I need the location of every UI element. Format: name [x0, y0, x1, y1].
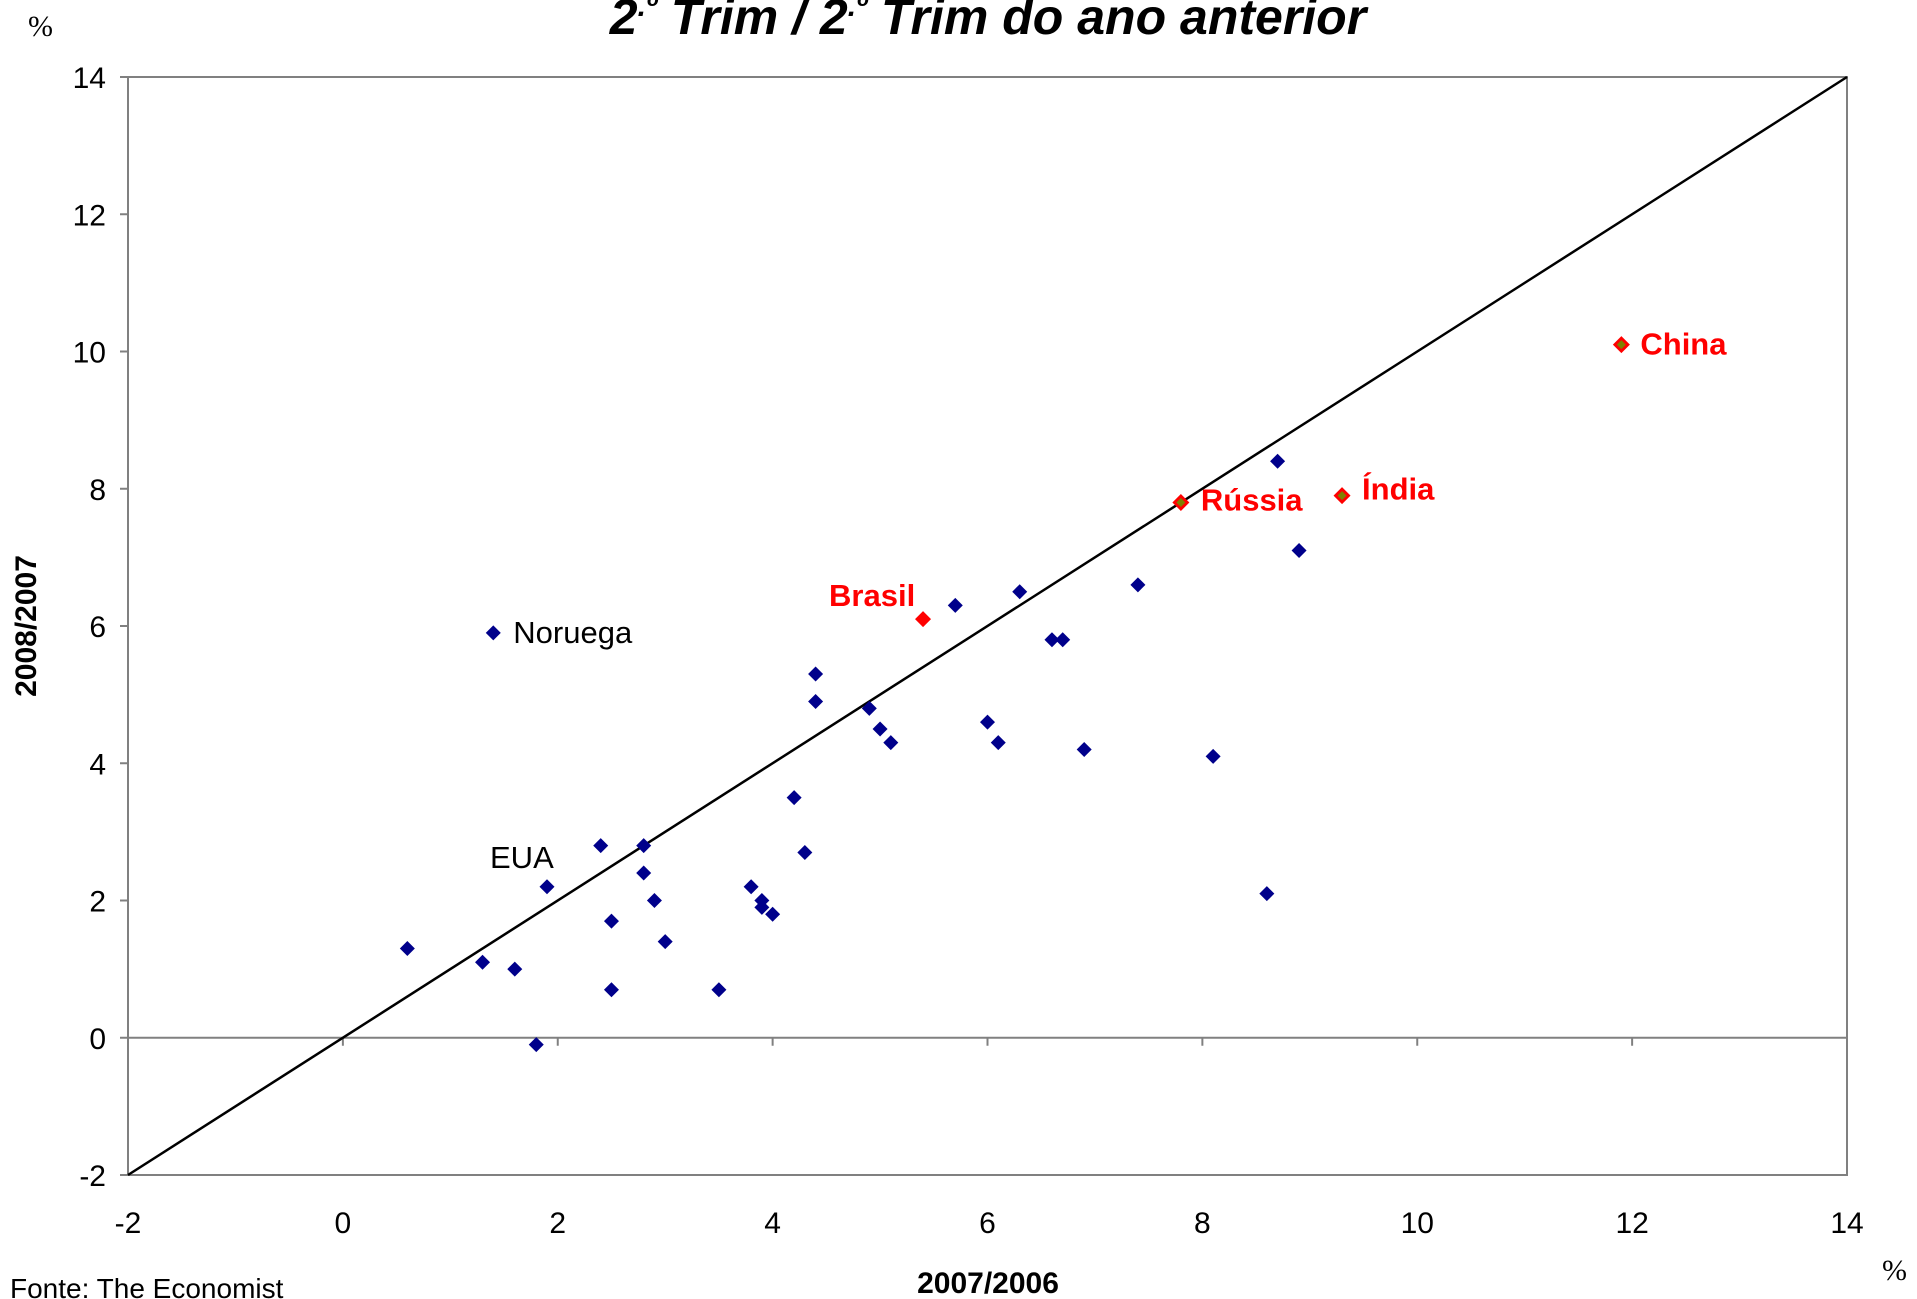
data-point	[1055, 632, 1071, 648]
chart-title-text: 2.º Trim / 2.º Trim do ano anterior	[609, 0, 1369, 45]
data-point	[990, 735, 1006, 751]
data-point	[1270, 453, 1286, 469]
data-point	[399, 941, 415, 957]
data-point	[475, 954, 491, 970]
y-tick-label: 8	[89, 474, 106, 507]
data-point	[797, 844, 813, 860]
reference-line-group	[127, 75, 1848, 1177]
highlight-point	[915, 611, 932, 628]
data-point	[485, 625, 501, 641]
highlighted-points: Brasil Rússia Índia China	[829, 327, 1727, 628]
data-point	[1259, 886, 1275, 902]
data-point	[1076, 742, 1092, 758]
data-point	[539, 879, 555, 895]
highlight-label: China	[1640, 327, 1727, 362]
data-point	[1044, 632, 1060, 648]
data-point	[861, 700, 877, 716]
x-tick-label: -2	[115, 1207, 142, 1240]
x-axis: -2 0 2 4 6 8 10 12 14	[115, 1036, 1864, 1240]
y-tick-label: 4	[89, 748, 106, 781]
highlight-label: Índia	[1362, 472, 1435, 507]
data-point	[883, 735, 899, 751]
x-tick-label: 12	[1615, 1207, 1648, 1240]
data-point	[603, 982, 619, 998]
reference-line	[127, 75, 1848, 1177]
data-point	[711, 982, 727, 998]
x-unit-label: %	[1882, 1254, 1907, 1287]
data-point	[1130, 577, 1146, 593]
x-tick-label: 14	[1830, 1207, 1863, 1240]
data-point	[528, 1037, 544, 1053]
data-point	[636, 838, 652, 854]
x-tick-label: 2	[549, 1207, 566, 1240]
x-tick-label: 8	[1194, 1207, 1211, 1240]
y-axis: -2 0 2 4 6 8 10 12 14	[73, 62, 129, 1193]
annotation-label: Noruega	[513, 615, 633, 650]
highlight-point-center	[1337, 491, 1347, 501]
data-point	[1205, 748, 1221, 764]
data-point	[657, 934, 673, 950]
data-point	[636, 865, 652, 881]
highlight-label: Rússia	[1201, 482, 1303, 517]
data-point	[765, 906, 781, 922]
data-point	[808, 693, 824, 709]
data-point	[593, 838, 609, 854]
y-tick-label: 0	[89, 1023, 106, 1056]
data-point	[947, 597, 963, 613]
y-tick-label: 2	[89, 886, 106, 919]
data-point	[808, 666, 824, 682]
x-tick-label: 10	[1401, 1207, 1434, 1240]
y-unit-label: %	[28, 10, 53, 43]
y-tick-label: 6	[89, 611, 106, 644]
chart-title: 2.º Trim / 2.º Trim do ano anterior	[609, 0, 1369, 45]
data-point	[507, 961, 523, 977]
highlight-point-center	[1176, 497, 1186, 507]
y-tick-label: 12	[73, 199, 106, 232]
highlight-point-center	[1616, 340, 1626, 350]
y-tick-label: 10	[73, 337, 106, 370]
data-point	[872, 721, 888, 737]
x-tick-label: 4	[764, 1207, 781, 1240]
y-tick-label: 14	[73, 62, 106, 95]
y-axis-title: 2008/2007	[10, 555, 43, 697]
highlight-label: Brasil	[829, 578, 915, 613]
data-point	[980, 714, 995, 730]
x-tick-label: 0	[335, 1207, 352, 1240]
data-point	[743, 879, 759, 895]
data-point	[754, 899, 770, 915]
data-point	[1012, 584, 1028, 600]
data-point	[786, 790, 802, 806]
source-note: Fonte: The Economist	[10, 1273, 284, 1299]
data-point	[603, 913, 619, 929]
data-point	[646, 893, 662, 908]
data-point	[1291, 543, 1307, 559]
x-tick-label: 6	[979, 1207, 996, 1240]
y-tick-label: -2	[79, 1160, 106, 1193]
annotations: Noruega EUA	[490, 615, 633, 875]
x-axis-title: 2007/2006	[917, 1267, 1059, 1299]
annotation-label: EUA	[490, 840, 554, 875]
data-points	[399, 453, 1307, 1053]
